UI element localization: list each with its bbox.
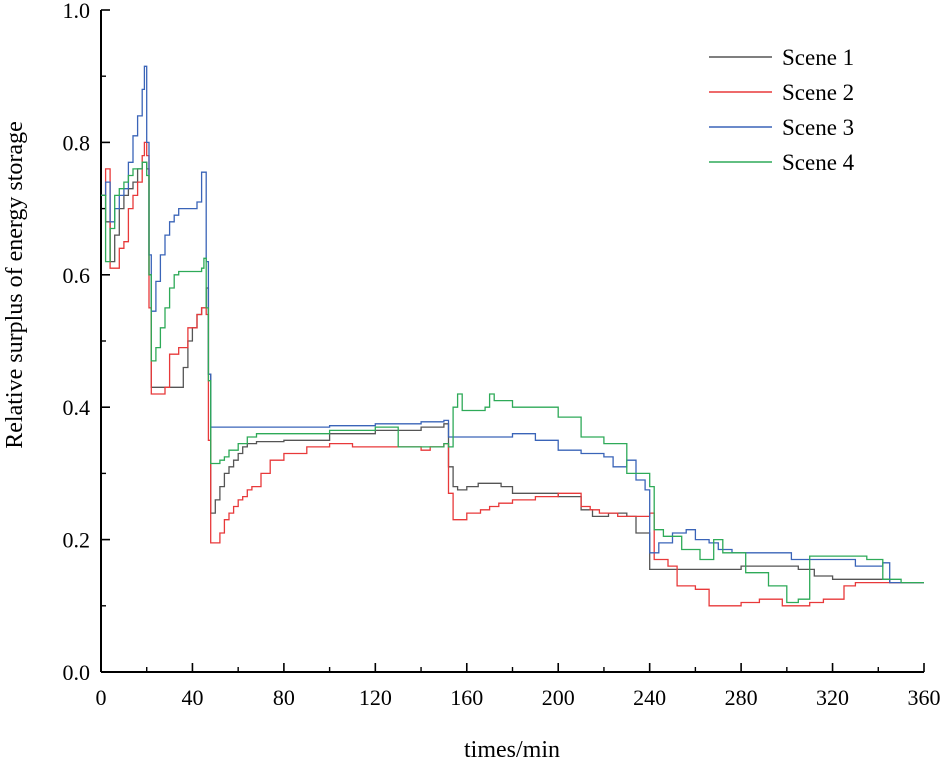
x-tick-label: 120 (359, 685, 392, 710)
y-tick-label: 0.8 (63, 130, 91, 155)
y-tick-label: 0.6 (63, 263, 91, 288)
legend: Scene 1 Scene 2 Scene 3 Scene 4 (709, 45, 855, 175)
y-tick-label: 0.2 (63, 528, 91, 553)
x-tick-label: 200 (542, 685, 575, 710)
x-tick-label: 160 (450, 685, 483, 710)
legend-label: Scene 3 (782, 115, 854, 140)
y-tick-label: 0.4 (63, 395, 91, 420)
x-tick-label: 40 (181, 685, 203, 710)
y-axis-title: Relative surplus of energy storage (2, 121, 28, 448)
x-tick-label: 320 (816, 685, 849, 710)
x-tick-label: 80 (273, 685, 295, 710)
x-tick-label: 240 (633, 685, 666, 710)
x-axis-title: times/min (464, 737, 560, 763)
legend-label: Scene 4 (782, 150, 855, 175)
y-tick-label: 0.0 (63, 660, 91, 685)
axes: 0 40 80 120 160 200 240 280 320 360 0.0 0.2 0.4 0.6 0.… (63, 0, 941, 710)
series-line-scene-4 (101, 161, 924, 604)
series-line-scene-3 (101, 65, 924, 584)
legend-label: Scene 1 (782, 45, 854, 70)
legend-label: Scene 2 (782, 80, 854, 105)
x-tick-label: 280 (725, 685, 758, 710)
series-layer (101, 65, 924, 607)
x-tick-label: 0 (96, 685, 107, 710)
y-tick-label: 1.0 (63, 0, 91, 23)
x-tick-label: 360 (908, 685, 941, 710)
series-line-scene-2 (101, 141, 924, 607)
